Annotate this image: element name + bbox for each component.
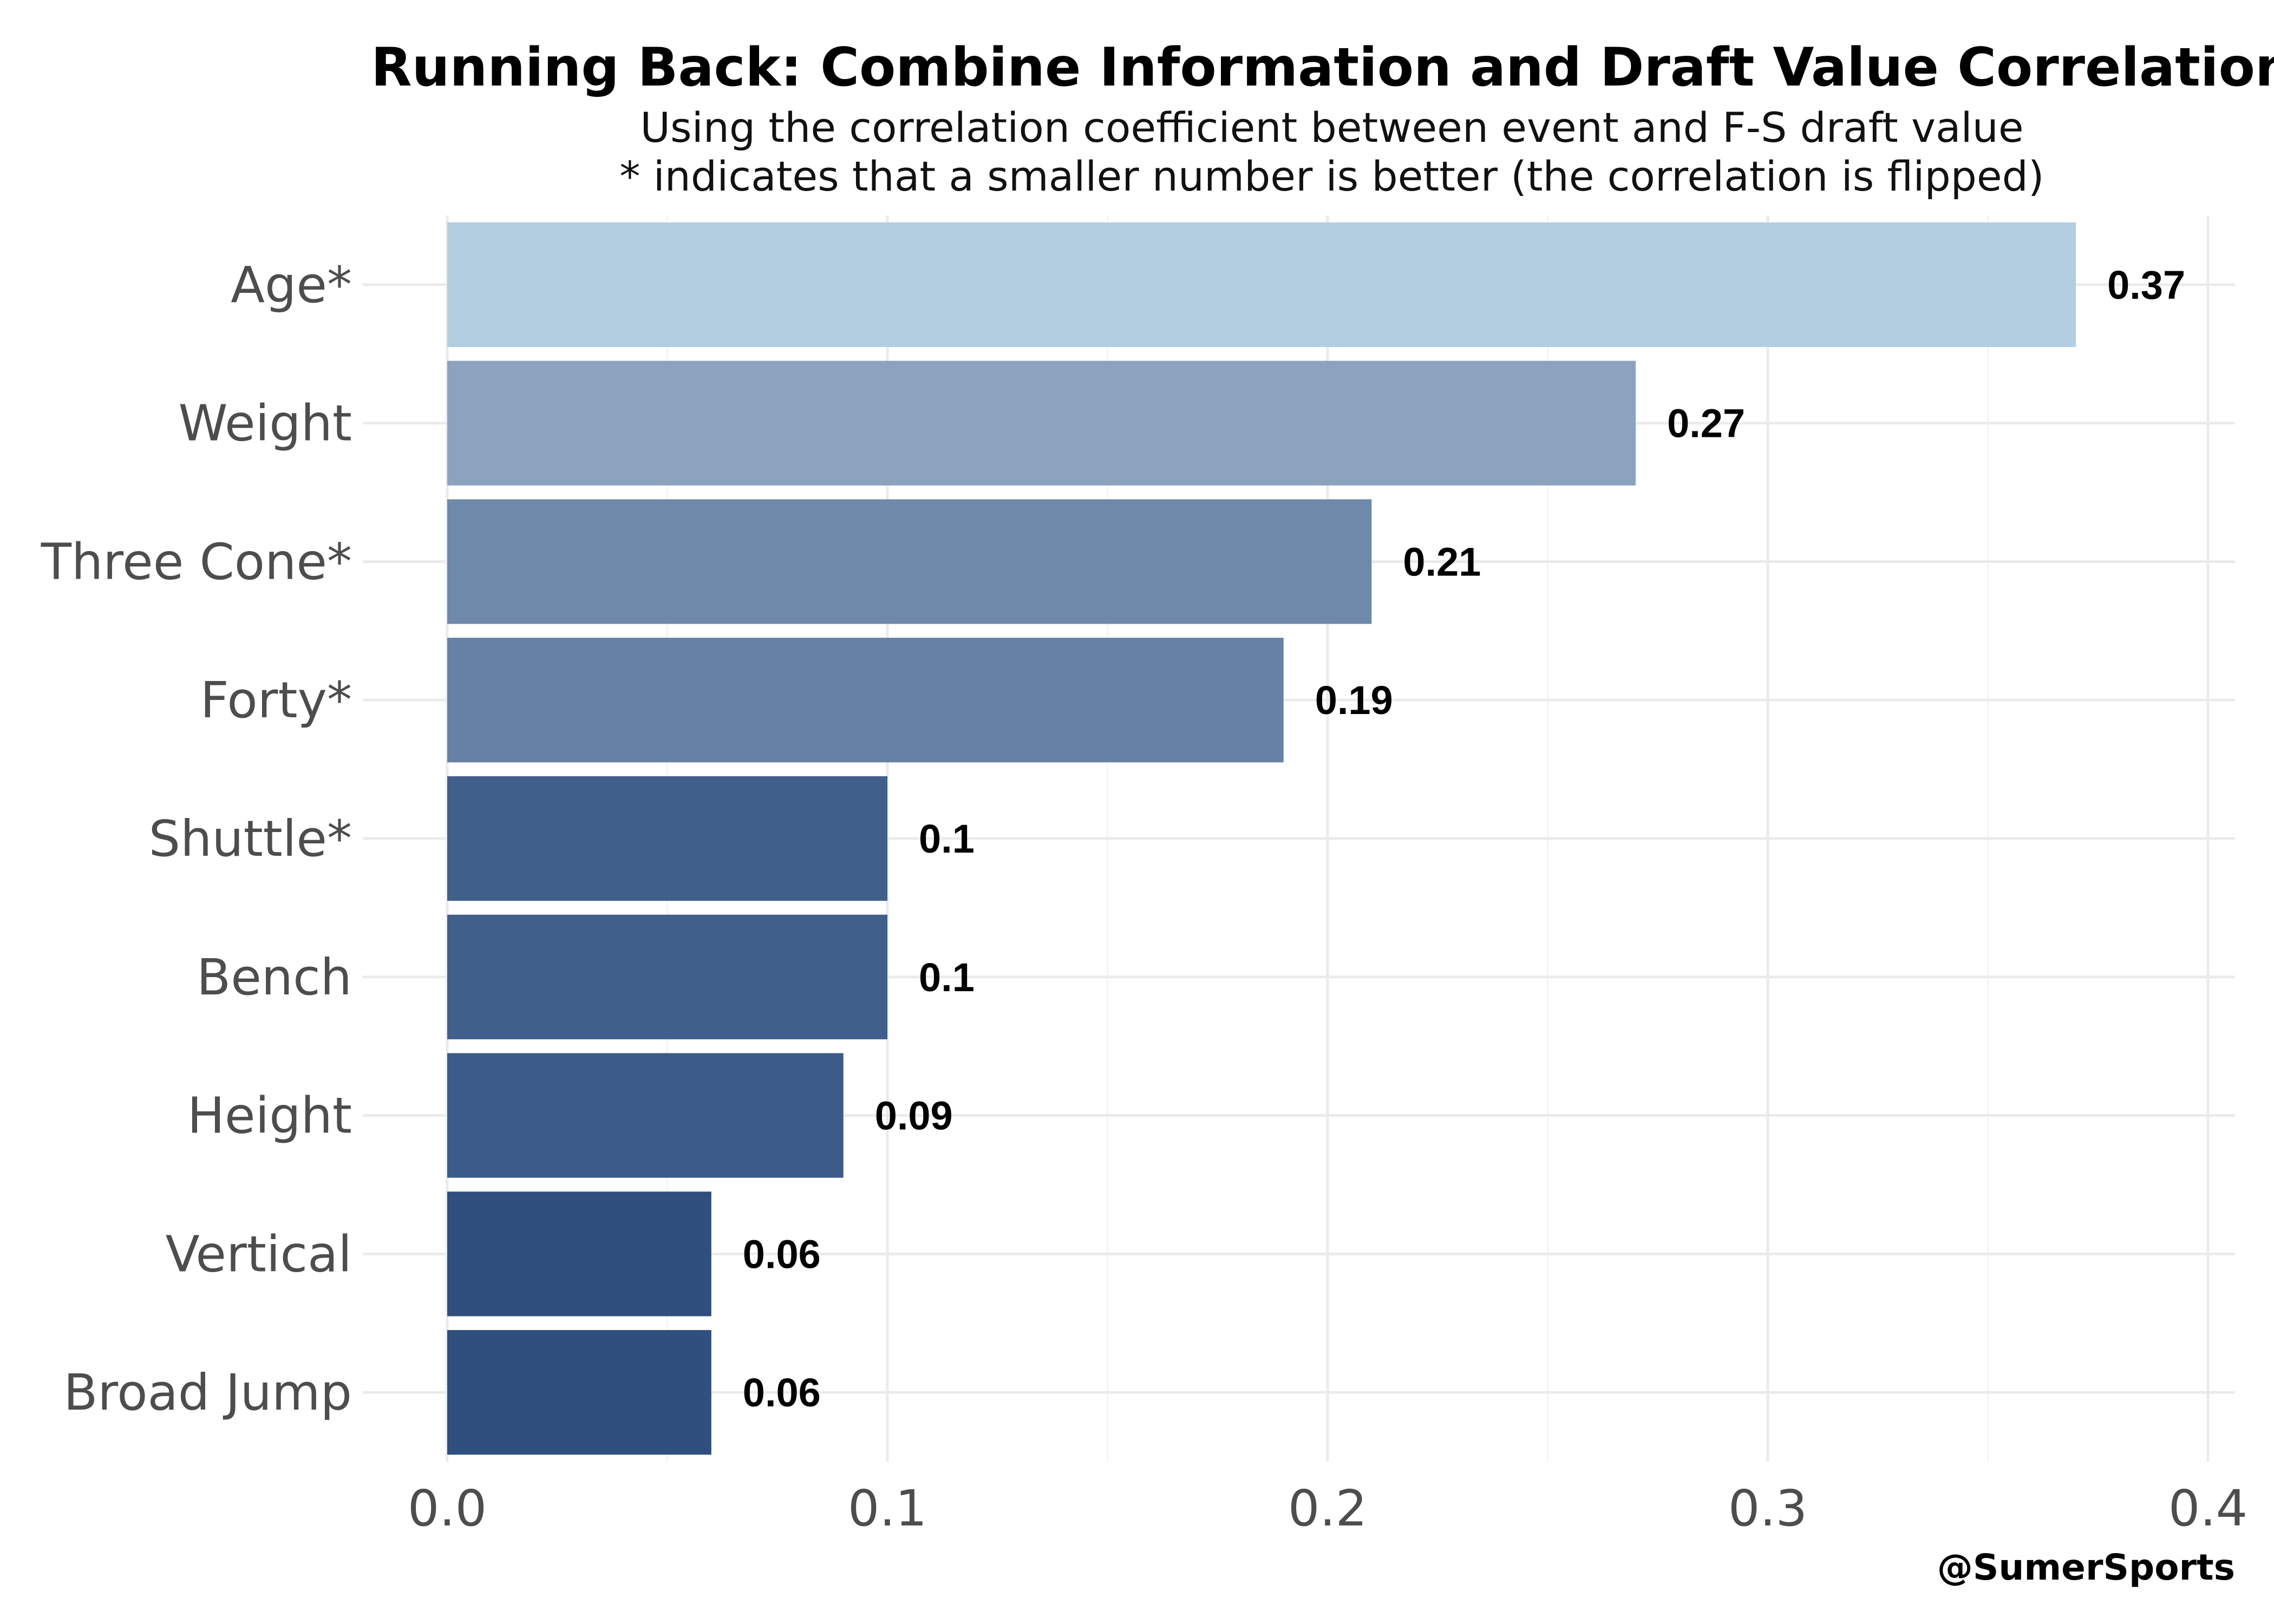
value-label: 0.19 bbox=[1315, 678, 1393, 723]
category-label: Age* bbox=[231, 256, 352, 314]
x-tick-label: 0.2 bbox=[1288, 1479, 1367, 1537]
category-label: Bench bbox=[197, 948, 352, 1006]
bar bbox=[447, 1330, 711, 1455]
bar bbox=[447, 361, 1636, 486]
chart-subtitle-line-1: Using the correlation coefficient betwee… bbox=[640, 103, 2023, 152]
bar bbox=[447, 1191, 711, 1317]
bar bbox=[447, 1053, 844, 1178]
value-label: 0.1 bbox=[919, 816, 975, 861]
value-label: 0.06 bbox=[743, 1370, 821, 1415]
bars bbox=[447, 222, 2076, 1455]
category-label: Vertical bbox=[166, 1225, 352, 1283]
value-labels: 0.37 0.27 0.21 0.19 0.1 0.1 0.09 0.06 0.06 bbox=[743, 263, 2185, 1415]
category-label: Shuttle* bbox=[149, 810, 352, 868]
chart-subtitle-line-2: * indicates that a smaller number is bet… bbox=[619, 152, 2044, 200]
category-label: Forty* bbox=[200, 671, 352, 729]
value-label: 0.06 bbox=[743, 1232, 821, 1276]
value-label: 0.09 bbox=[875, 1093, 953, 1138]
value-label: 0.1 bbox=[919, 955, 975, 1000]
bar bbox=[447, 776, 887, 901]
category-label: Height bbox=[187, 1087, 352, 1145]
category-label: Weight bbox=[178, 395, 352, 453]
x-tick-label: 0.4 bbox=[2168, 1479, 2247, 1537]
bar bbox=[447, 499, 1372, 624]
x-tick-label: 0.1 bbox=[848, 1479, 927, 1537]
bar bbox=[447, 222, 2076, 347]
value-label: 0.37 bbox=[2107, 263, 2185, 307]
x-tick-label: 0.3 bbox=[1728, 1479, 1807, 1537]
category-labels: Age* Weight Three Cone* Forty* Shuttle* Bench… bbox=[41, 256, 352, 1422]
x-axis-ticks: 0.0 0.1 0.2 0.3 0.4 bbox=[408, 1479, 2247, 1537]
bar bbox=[447, 914, 887, 1039]
value-label: 0.27 bbox=[1667, 401, 1745, 446]
value-label: 0.21 bbox=[1403, 539, 1481, 584]
category-label: Three Cone* bbox=[41, 533, 352, 591]
bar bbox=[447, 638, 1284, 763]
chart-title: Running Back: Combine Information and Dr… bbox=[371, 37, 2274, 99]
category-label: Broad Jump bbox=[63, 1364, 352, 1422]
chart-caption: @SumerSports bbox=[1937, 1547, 2235, 1588]
x-tick-label: 0.0 bbox=[408, 1479, 487, 1537]
